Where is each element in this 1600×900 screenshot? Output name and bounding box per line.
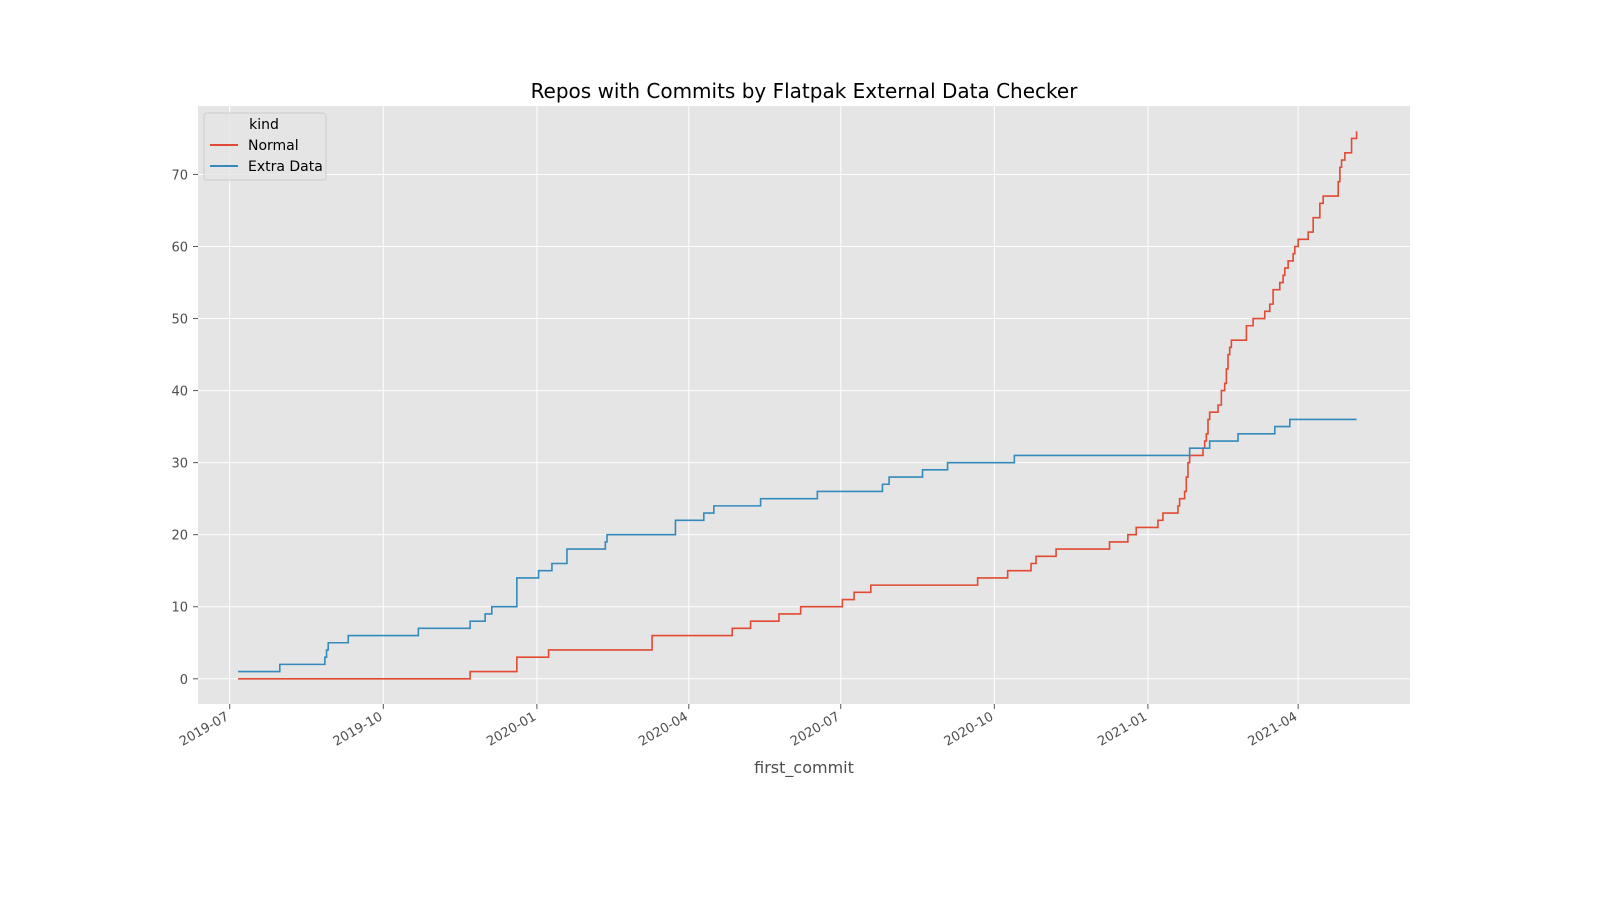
y-tick-label: 40 <box>171 385 188 400</box>
legend-items: Normal Extra Data <box>210 138 323 175</box>
y-tick-label: 20 <box>171 529 188 544</box>
legend: kind Normal Extra Data <box>203 112 327 181</box>
y-axis: 0 10 20 30 40 50 60 70 <box>171 168 198 688</box>
y-tick-label: 60 <box>171 240 188 255</box>
x-axis-label: first_commit <box>754 758 854 778</box>
series-line-normal <box>238 131 1358 680</box>
y-tick-label: 0 <box>180 673 188 688</box>
legend-box <box>203 112 327 181</box>
series-line-extra-data <box>238 418 1357 673</box>
legend-title: kind <box>249 117 279 133</box>
legend-label: Extra Data <box>248 159 323 175</box>
plot-area <box>198 106 1410 704</box>
y-tick-label: 10 <box>171 601 188 616</box>
legend-label: Normal <box>248 138 299 154</box>
y-tick-label: 70 <box>171 168 188 183</box>
series-layer <box>238 131 1358 680</box>
y-tick-label: 50 <box>171 313 188 328</box>
y-tick-label: 30 <box>171 457 188 472</box>
chart-title: Repos with Commits by Flatpak External D… <box>531 79 1079 103</box>
